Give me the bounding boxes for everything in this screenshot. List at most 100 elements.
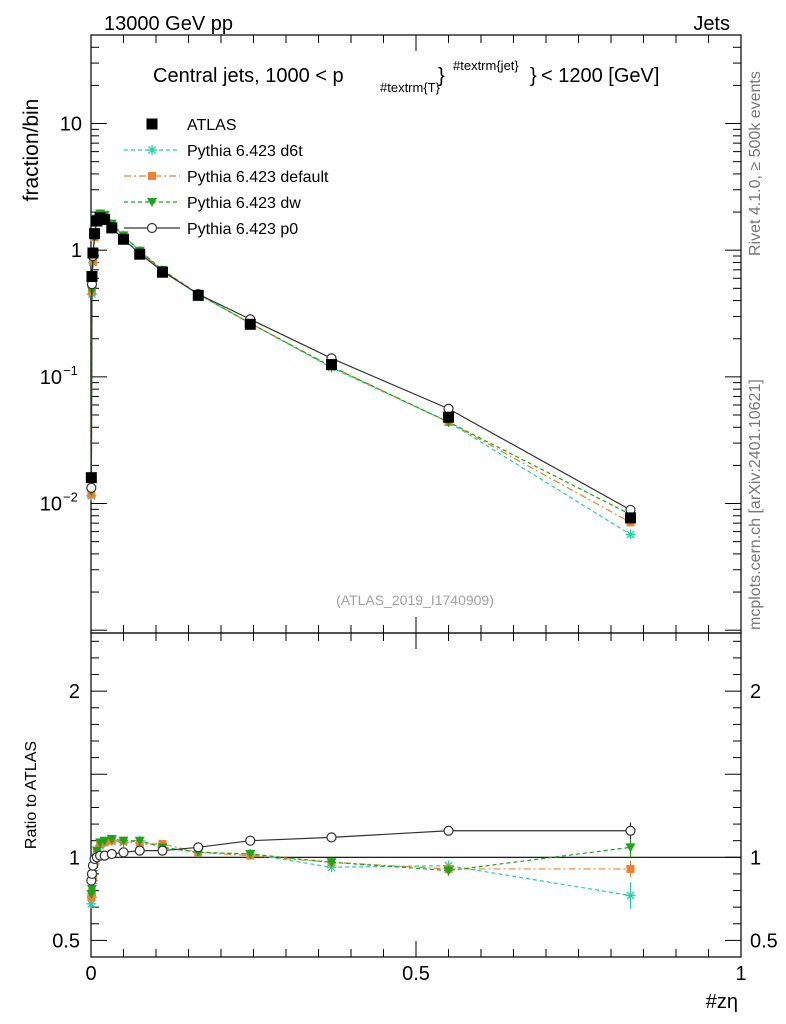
title-end: < 1200 [GeV] <box>541 65 659 87</box>
marker-circle <box>443 825 454 836</box>
source-label: mcplots.cern.ch [arXiv:2401.10621] <box>747 379 764 630</box>
marker-star <box>625 529 636 540</box>
marker-star-stroke <box>87 899 96 908</box>
legend-label: Pythia 6.423 p0 <box>187 221 298 238</box>
x-tick-label: 0 <box>85 963 96 985</box>
legend-entry: Pythia 6.423 p0 <box>124 221 298 238</box>
marker-triangle <box>86 884 97 894</box>
x-axis-label: #zη <box>706 991 738 1013</box>
ratio-series-line <box>90 840 631 898</box>
marker-circle <box>326 832 337 843</box>
marker-circle <box>134 845 145 856</box>
legend-label: Pythia 6.423 default <box>187 169 329 186</box>
series-atlas <box>85 212 636 524</box>
ratio-y-tick-label-left: 2 <box>69 681 80 703</box>
marker-star <box>147 145 157 155</box>
marker-circle <box>245 835 256 846</box>
y-tick-exponent: −2 <box>63 490 78 505</box>
marker-triangle <box>134 836 145 846</box>
series-line <box>90 212 631 515</box>
ratio-y-tick-label-right: 2 <box>750 681 761 703</box>
marker-circle <box>157 845 168 856</box>
ratio-series-pythia-6-423-p0 <box>86 822 636 886</box>
marker-circle <box>86 868 98 880</box>
legend-entry: Pythia 6.423 dw <box>124 195 301 212</box>
marker-triangle <box>245 849 256 859</box>
series-line <box>90 216 631 511</box>
series-line <box>90 213 631 535</box>
marker-triangle <box>86 889 97 899</box>
legend-label: Pythia 6.423 dw <box>187 195 301 212</box>
marker-circle <box>625 825 636 836</box>
legend-label: Pythia 6.423 d6t <box>187 143 303 160</box>
marker-square <box>86 270 98 282</box>
ratio-y-tick-label-right: 0.5 <box>750 930 778 952</box>
legend-entry: Pythia 6.423 d6t <box>124 143 303 160</box>
main-ylabel: fraction/bin <box>20 99 43 202</box>
marker-circle <box>146 222 158 234</box>
marker-square <box>89 228 101 240</box>
marker-star-stroke <box>148 146 156 154</box>
marker-triangle <box>326 858 337 868</box>
title-brace-open: } <box>438 65 445 87</box>
y-tick-exponent: −1 <box>63 363 78 378</box>
marker-triangle <box>118 836 129 846</box>
marker-square <box>118 233 129 245</box>
marker-square <box>626 864 635 873</box>
ratio-series-pythia-6-423-default <box>87 836 635 902</box>
y-tick-label: 10 <box>40 367 62 389</box>
marker-square <box>87 247 99 259</box>
marker-square <box>85 472 97 484</box>
y-tick-label: 10 <box>40 494 62 516</box>
ratio-series-line <box>90 830 631 881</box>
marker-square <box>134 248 146 260</box>
ratio-axes: 0 0.5 12 21 10.5 0.5 <box>52 633 778 985</box>
ratio-ylabel: Ratio to ATLAS <box>23 741 40 849</box>
ratio-y-tick-label-left: 0.5 <box>52 930 80 952</box>
x-tick-label: 0.5 <box>402 963 430 985</box>
marker-circle <box>86 482 97 493</box>
legend-entry: ATLAS <box>146 117 237 134</box>
marker-square <box>106 222 118 234</box>
marker-star <box>625 890 636 901</box>
marker-star-stroke <box>626 891 635 900</box>
marker-circle <box>193 842 204 853</box>
ratio-y-tick-label-left: 1 <box>69 847 80 869</box>
marker-square <box>443 411 454 423</box>
marker-triangle <box>625 843 636 853</box>
legend-label: ATLAS <box>187 117 237 134</box>
marker-square <box>148 172 156 180</box>
ratio-series-line <box>90 838 631 894</box>
ratio-series-pythia-6-423-dw <box>86 835 636 899</box>
marker-circle <box>118 847 129 858</box>
ratio-series-group <box>86 822 636 909</box>
marker-square <box>99 213 111 225</box>
marker-triangle <box>91 846 102 856</box>
marker-triangle <box>443 866 454 876</box>
legend: ATLAS Pythia 6.423 d6t Pythia 6.423 defaul… <box>124 117 329 238</box>
marker-circle <box>106 848 117 860</box>
ratio-y-tick-label-right: 1 <box>750 847 761 869</box>
ratio-series-pythia-6-423-d6t <box>86 835 636 909</box>
marker-square <box>146 118 158 130</box>
title-brace-close: } <box>530 65 537 87</box>
series-line <box>90 213 631 523</box>
series-pythia-6-423-dw <box>86 209 636 520</box>
marker-triangle <box>106 835 117 845</box>
marker-square <box>244 318 256 330</box>
title-superscript: #textrm{jet} <box>453 58 519 73</box>
series-pythia-6-423-d6t <box>86 209 636 540</box>
series-pythia-6-423-default <box>87 210 635 527</box>
title-main: Central jets, 1000 < p <box>153 65 344 87</box>
marker-square <box>192 289 204 301</box>
marker-square <box>326 359 337 371</box>
marker-triangle <box>147 198 157 207</box>
series-pythia-6-423-p0 <box>86 212 636 516</box>
marker-triangle <box>99 836 110 846</box>
header-right: Jets <box>693 13 730 35</box>
legend-entry: Pythia 6.423 default <box>124 169 329 186</box>
y-tick-label: 1 <box>71 240 82 262</box>
marker-star-stroke <box>626 530 635 539</box>
